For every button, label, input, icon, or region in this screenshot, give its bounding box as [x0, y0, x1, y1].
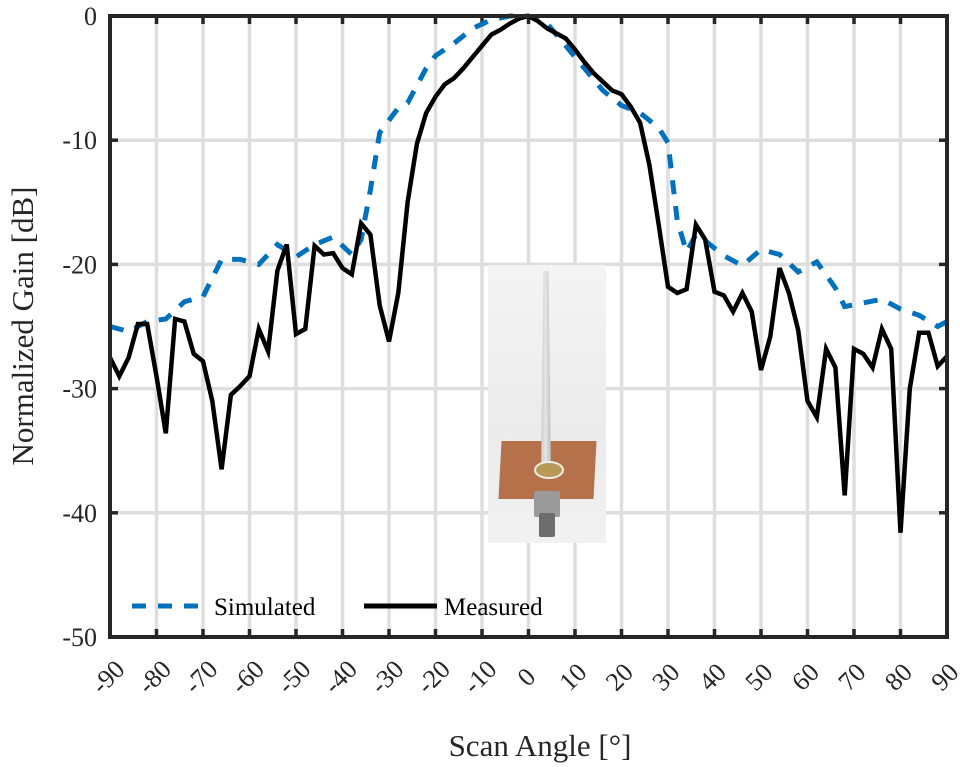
y-tick-label: -50: [62, 623, 97, 652]
legend-measured-label: Measured: [444, 594, 543, 621]
x-tick-label: 30: [647, 658, 686, 697]
antenna-photo-inset: [488, 265, 606, 543]
x-tick-label: 10: [554, 658, 593, 697]
x-tick-label: -60: [225, 654, 270, 699]
legend-simulated-label: Simulated: [214, 594, 316, 621]
x-tick-label: 20: [600, 658, 639, 697]
x-tick-label: -50: [271, 654, 316, 699]
x-tick-label: 40: [693, 658, 732, 697]
y-tick-labels: 0 -10 -20 -30 -40 -50: [62, 2, 97, 652]
legend: Simulated Measured: [132, 594, 543, 621]
x-tick-label: 60: [786, 658, 825, 697]
x-tick-labels: -90 -80 -70 -60 -50 -40 -30 -20 -10 0 10 20 30 40 50 60…: [85, 654, 964, 699]
x-tick-label: -70: [178, 654, 223, 699]
x-tick-label: 0: [512, 662, 542, 692]
x-tick-label: 90: [926, 658, 965, 697]
x-tick-label: 50: [740, 658, 779, 697]
antenna-collar: [534, 461, 564, 479]
y-tick-label: -30: [62, 375, 97, 404]
antenna-rod: [541, 271, 551, 471]
x-tick-label: -20: [411, 654, 456, 699]
x-axis-label: Scan Angle [°]: [449, 728, 632, 763]
y-tick-label: 0: [84, 2, 97, 31]
connector-body: [534, 491, 560, 517]
x-tick-label: -40: [318, 654, 363, 699]
y-tick-label: -40: [62, 499, 97, 528]
y-axis-label: Normalized Gain [dB]: [5, 187, 40, 466]
x-tick-label: -90: [85, 654, 130, 699]
connector-plug: [539, 513, 555, 537]
x-tick-label: 70: [833, 658, 872, 697]
x-tick-label: -30: [364, 654, 409, 699]
x-tick-label: -10: [457, 654, 502, 699]
x-tick-label: 80: [879, 658, 918, 697]
plot-area-border: [108, 14, 949, 639]
x-tick-label: -80: [132, 654, 177, 699]
y-tick-label: -20: [62, 250, 97, 279]
y-tick-label: -10: [62, 126, 97, 155]
